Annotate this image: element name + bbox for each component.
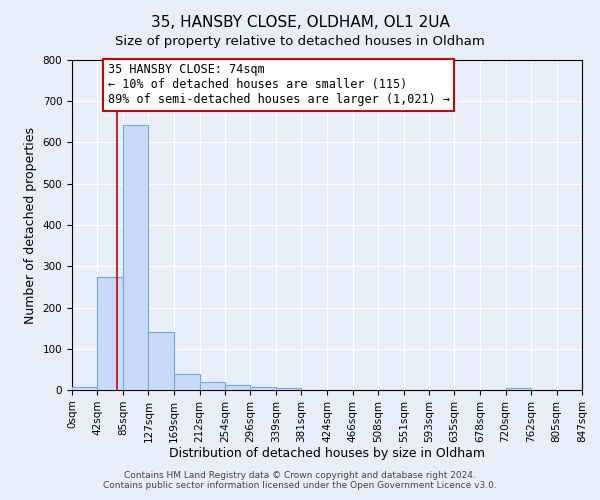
Bar bbox=[174, 374, 200, 390]
Bar bbox=[276, 388, 301, 390]
Bar bbox=[506, 388, 531, 390]
Bar bbox=[123, 125, 148, 390]
Bar bbox=[225, 385, 250, 390]
Bar bbox=[200, 382, 225, 390]
Bar bbox=[97, 276, 123, 390]
Text: 35 HANSBY CLOSE: 74sqm
← 10% of detached houses are smaller (115)
89% of semi-de: 35 HANSBY CLOSE: 74sqm ← 10% of detached… bbox=[108, 64, 450, 106]
X-axis label: Distribution of detached houses by size in Oldham: Distribution of detached houses by size … bbox=[169, 448, 485, 460]
Bar bbox=[148, 332, 174, 390]
Text: Size of property relative to detached houses in Oldham: Size of property relative to detached ho… bbox=[115, 35, 485, 48]
Y-axis label: Number of detached properties: Number of detached properties bbox=[24, 126, 37, 324]
Bar bbox=[72, 386, 97, 390]
Text: 35, HANSBY CLOSE, OLDHAM, OL1 2UA: 35, HANSBY CLOSE, OLDHAM, OL1 2UA bbox=[151, 15, 449, 30]
Text: Contains HM Land Registry data © Crown copyright and database right 2024.
Contai: Contains HM Land Registry data © Crown c… bbox=[103, 470, 497, 490]
Bar bbox=[250, 386, 276, 390]
